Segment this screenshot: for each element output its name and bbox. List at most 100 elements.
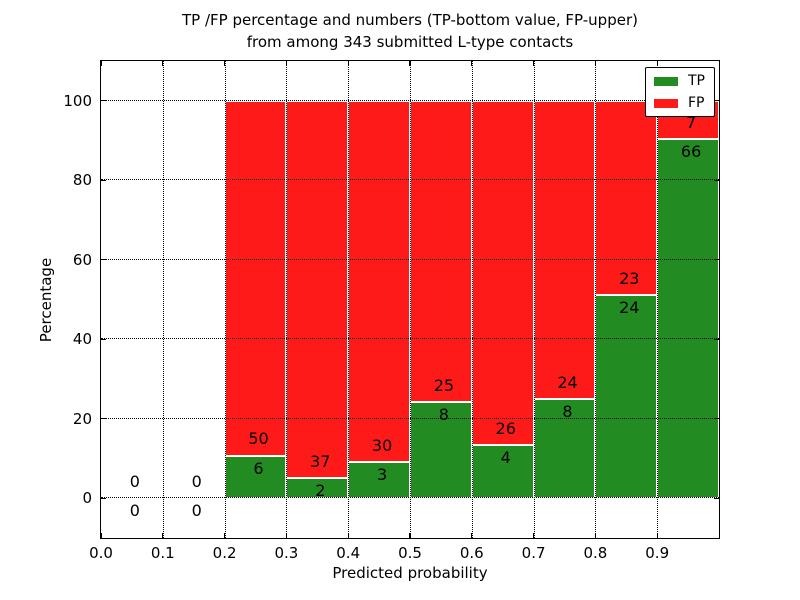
x-gridline xyxy=(410,61,411,538)
y-tick-mark-right xyxy=(714,338,719,340)
chart-title: TP /FP percentage and numbers (TP-bottom… xyxy=(100,9,720,53)
x-gridline xyxy=(224,61,226,538)
y-tick-mark-right xyxy=(714,418,719,420)
tp-count-label: 24 xyxy=(619,298,640,318)
y-tick-mark xyxy=(101,179,106,181)
fp-count-label: 37 xyxy=(310,451,331,471)
tp-count-label: 0 xyxy=(129,501,140,521)
bar-segment-fp xyxy=(348,100,410,463)
x-gridline xyxy=(595,61,597,538)
tp-count-label: 2 xyxy=(315,480,326,500)
legend: TP FP xyxy=(645,67,715,117)
x-tick-mark xyxy=(656,533,658,538)
bar-segment-tp xyxy=(595,295,658,499)
plot-area: 0 0 0 0 50 6 37 2 30 3 25 8 26 4 24 8 23 24 7 66 TP FP 0.0 0… xyxy=(63,60,720,562)
fp-swatch-icon xyxy=(654,98,678,108)
chart-title-line2: from among 343 submitted L-type contacts xyxy=(246,33,574,51)
legend-entry-fp: FP xyxy=(654,96,705,110)
y-gridline xyxy=(101,99,719,101)
fp-count-label: 7 xyxy=(686,112,697,132)
bar-segment-fp xyxy=(410,100,472,402)
y-gridline xyxy=(101,338,719,340)
x-tick-label: 0.3 xyxy=(274,544,299,562)
tp-count-label: 8 xyxy=(438,405,449,425)
x-tick-mark-top xyxy=(532,61,535,66)
x-tick-mark-top xyxy=(100,61,102,66)
x-tick-mark xyxy=(532,533,535,538)
x-gridline xyxy=(471,61,473,538)
x-tick-label: 0.9 xyxy=(645,544,670,562)
bar-segment-fp xyxy=(224,100,287,456)
x-tick-mark xyxy=(162,533,164,538)
legend-entry-tp: TP xyxy=(654,74,705,88)
tp-count-label: 8 xyxy=(562,402,573,421)
y-tick-mark xyxy=(101,497,106,499)
fp-count-label: 26 xyxy=(495,418,516,438)
tp-count-label: 6 xyxy=(253,458,264,478)
bar-segment-tp xyxy=(224,455,287,499)
tp-swatch-icon xyxy=(654,76,678,86)
fp-count-label: 25 xyxy=(433,375,455,395)
y-gridline xyxy=(101,497,719,499)
y-tick-label: 20 xyxy=(72,409,92,428)
tp-count-label: 4 xyxy=(500,448,511,468)
x-gridline xyxy=(286,61,288,538)
fp-count-label: 24 xyxy=(557,372,578,392)
x-tick-mark xyxy=(409,533,411,538)
fp-count-label: 50 xyxy=(248,429,269,449)
y-gridline xyxy=(101,417,719,419)
y-tick-mark-right xyxy=(714,497,719,499)
y-tick-mark-right xyxy=(714,259,719,261)
y-tick-mark-right xyxy=(714,100,719,102)
fp-count-label: 23 xyxy=(619,269,640,288)
y-tick-label: 40 xyxy=(72,330,92,349)
x-tick-mark xyxy=(471,533,473,538)
chart-title-line1: TP /FP percentage and numbers (TP-bottom… xyxy=(182,11,638,29)
y-gridline xyxy=(101,258,719,260)
x-tick-mark-top xyxy=(594,61,597,66)
tp-count-label: 0 xyxy=(191,501,202,521)
fp-count-label: 0 xyxy=(191,471,202,491)
x-tick-mark xyxy=(285,533,288,538)
tp-count-label: 66 xyxy=(680,142,702,161)
y-tick-mark xyxy=(101,259,106,261)
x-tick-label: 0.2 xyxy=(212,544,237,562)
y-tick-label: 60 xyxy=(72,250,92,269)
y-tick-label: 100 xyxy=(63,91,92,110)
x-gridline xyxy=(348,61,350,538)
y-tick-label: 0 xyxy=(82,489,92,508)
tp-count-label: 3 xyxy=(377,465,388,485)
plot-inner: 0 0 0 0 50 6 37 2 30 3 25 8 26 4 24 8 23 24 7 66 xyxy=(100,61,719,538)
x-tick-mark-top xyxy=(223,61,226,66)
x-gridline xyxy=(533,61,535,538)
bar-segment-tp xyxy=(657,138,719,499)
x-tick-label: 0.1 xyxy=(150,544,175,562)
x-tick-label: 0.0 xyxy=(89,544,113,562)
y-tick-mark-right xyxy=(714,179,719,181)
x-gridline xyxy=(657,61,659,538)
x-tick-label: 0.5 xyxy=(398,544,422,562)
y-tick-label: 80 xyxy=(72,171,92,190)
x-tick-mark xyxy=(594,533,597,538)
x-gridline xyxy=(162,61,164,538)
fp-count-label: 30 xyxy=(371,435,393,455)
bar-segment-fp xyxy=(471,100,534,446)
x-tick-mark-top xyxy=(285,61,288,66)
x-tick-label: 0.4 xyxy=(336,544,361,562)
y-axis-label: Percentage xyxy=(37,257,55,343)
bar-segment-fp xyxy=(533,100,596,399)
bar-segment-fp xyxy=(286,100,349,478)
x-tick-label: 0.8 xyxy=(583,544,608,562)
x-tick-mark xyxy=(223,533,226,538)
x-tick-mark xyxy=(347,533,349,538)
x-tick-mark-top xyxy=(162,61,164,66)
fp-count-label: 0 xyxy=(129,471,140,491)
x-tick-mark-top xyxy=(347,61,349,66)
x-tick-mark xyxy=(100,533,102,538)
bar-segment-fp xyxy=(595,100,658,296)
x-axis-label: Predicted probability xyxy=(332,564,488,582)
y-gridline xyxy=(101,179,719,181)
y-tick-mark xyxy=(101,418,106,420)
x-tick-mark-top xyxy=(471,61,473,66)
